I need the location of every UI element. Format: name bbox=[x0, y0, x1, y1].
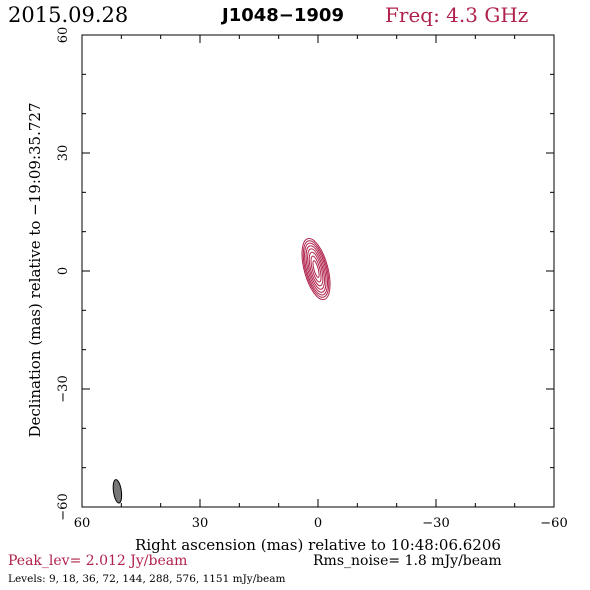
beam bbox=[112, 479, 123, 504]
contour-level-9 bbox=[301, 237, 331, 301]
x-tick-label: 0 bbox=[314, 516, 322, 531]
y-axis-label: Declination (mas) relative to −19:09:35.… bbox=[26, 102, 44, 437]
y-tick-label: 0 bbox=[56, 267, 71, 275]
x-tick-label: 30 bbox=[192, 516, 209, 531]
contour-levels: Levels: 9, 18, 36, 72, 144, 288, 576, 11… bbox=[8, 573, 286, 585]
plot-frame bbox=[81, 34, 555, 508]
contour-level-288 bbox=[308, 251, 324, 287]
contour-level-18 bbox=[302, 240, 330, 298]
frequency-label: Freq: 4.3 GHz bbox=[385, 3, 529, 27]
contour-level-576 bbox=[310, 255, 322, 283]
source-name: J1048−1909 bbox=[222, 5, 344, 26]
y-tick-labels: −60 −30 0 30 60 bbox=[56, 27, 71, 521]
y-tick-label: 30 bbox=[56, 145, 71, 162]
peak-level: Peak_lev= 2.012 Jy/beam bbox=[8, 553, 188, 569]
contour-level-144 bbox=[307, 248, 325, 290]
x-tick-label: −60 bbox=[540, 516, 567, 531]
x-tick-labels: 60 30 0 −30 −60 bbox=[74, 516, 568, 531]
axis-ticks bbox=[82, 35, 554, 507]
contour-level-1151 bbox=[312, 260, 320, 278]
contours bbox=[301, 237, 331, 301]
y-tick-label: −60 bbox=[56, 493, 71, 520]
x-tick-label: 60 bbox=[74, 516, 91, 531]
observation-date: 2015.09.28 bbox=[8, 3, 129, 27]
contour-level-36 bbox=[304, 242, 328, 296]
beam-ellipse bbox=[112, 479, 123, 504]
y-tick-label: −30 bbox=[56, 375, 71, 402]
y-tick-label: 60 bbox=[56, 27, 71, 44]
x-axis-label: Right ascension (mas) relative to 10:48:… bbox=[135, 536, 501, 554]
contour-level-72 bbox=[305, 245, 327, 293]
rms-noise: Rms_noise= 1.8 mJy/beam bbox=[313, 553, 502, 569]
x-tick-label: −30 bbox=[422, 516, 449, 531]
